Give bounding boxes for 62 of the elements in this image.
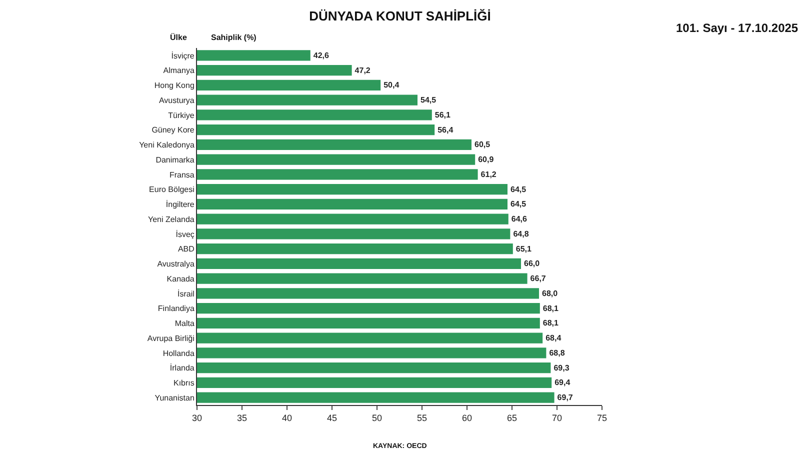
text: 101. Sayı - 17.10.2025: [676, 21, 798, 35]
y-tick-label: Hong Kong: [154, 80, 194, 90]
y-tick-label: Avrupa Birliği: [147, 334, 195, 343]
x-tick-label: 50: [372, 412, 382, 423]
y-axis-title: Ülke: [170, 33, 188, 42]
chart-title: DÜNYADA KONUT SAHİPLİĞİ: [309, 8, 491, 24]
y-tick-label: Malta: [174, 318, 195, 328]
data-label: 64,8: [513, 229, 530, 238]
data-label: 66,7: [530, 274, 546, 284]
y-tick-label: Danimarka: [156, 155, 195, 164]
data-label: 54,5: [420, 96, 437, 105]
data-label: 61,2: [480, 170, 497, 179]
y-tick-label: İngiltere: [166, 200, 195, 209]
y-tick-label: İsviçre: [171, 51, 195, 60]
data-label: 60,9: [478, 155, 494, 164]
x-tick-label: 60: [462, 412, 472, 423]
data-label: 56,1: [434, 110, 452, 120]
y-tick-label: Avustralya: [157, 259, 195, 268]
y-tick-label: Kanada: [166, 274, 195, 284]
x-tick-label: 75: [596, 412, 608, 423]
x-tick-label: 35: [236, 412, 248, 423]
data-label: 64,5: [510, 184, 527, 194]
y-tick-label: Fransa: [169, 170, 195, 180]
y-tick-label: Kıbrıs: [173, 378, 194, 388]
data-label: 68,8: [549, 348, 566, 358]
data-label: 68,0: [542, 288, 558, 298]
y-tick-label: Yunanistan: [154, 393, 194, 402]
data-label: 47,2: [354, 66, 371, 75]
data-label: 69,7: [557, 393, 574, 402]
data-label: 50,4: [384, 80, 400, 90]
y-tick-label: İrlanda: [170, 364, 195, 373]
y-tick-label: Türkiye: [168, 110, 195, 120]
x-tick-label: 40: [282, 412, 292, 423]
data-label: 69,4: [554, 378, 571, 388]
data-label: 68,4: [546, 334, 562, 343]
data-label: 65,1: [516, 244, 532, 254]
y-tick-label: ABD: [178, 244, 195, 254]
x-tick-label: 65: [506, 412, 518, 423]
y-tick-label: Almanya: [163, 66, 195, 76]
y-tick-label: Güney Kore: [152, 126, 195, 135]
data-label: 69,3: [554, 363, 570, 372]
data-label: 56,4: [438, 125, 454, 134]
x-tick-label: 30: [192, 412, 202, 423]
data-label: 60,5: [474, 140, 491, 150]
x-tick-label: 45: [326, 412, 338, 423]
data-label: 64,6: [511, 214, 528, 224]
data-label: 66,0: [524, 259, 540, 268]
data-label: 68,1: [542, 318, 560, 328]
y-tick-label: İsrail: [178, 289, 195, 298]
y-tick-label: Avusturya: [158, 96, 195, 105]
data-label: 42,6: [313, 50, 330, 60]
y-tick-label: Hollanda: [162, 348, 195, 358]
x-axis-title: Sahiplik (%): [211, 33, 257, 42]
y-tick-label: Yeni Zelanda: [148, 214, 195, 224]
x-tick-label: 70: [552, 412, 562, 423]
data-label: 64,5: [510, 200, 527, 209]
x-tick-label: 55: [416, 412, 428, 423]
y-tick-label: İsveç: [176, 230, 194, 239]
y-tick-label: Euro Bölgesi: [149, 185, 195, 194]
data-label: 68,1: [542, 304, 560, 313]
y-tick-label: Finlandiya: [158, 304, 195, 314]
y-tick-label: Yeni Kaledonya: [139, 140, 195, 150]
